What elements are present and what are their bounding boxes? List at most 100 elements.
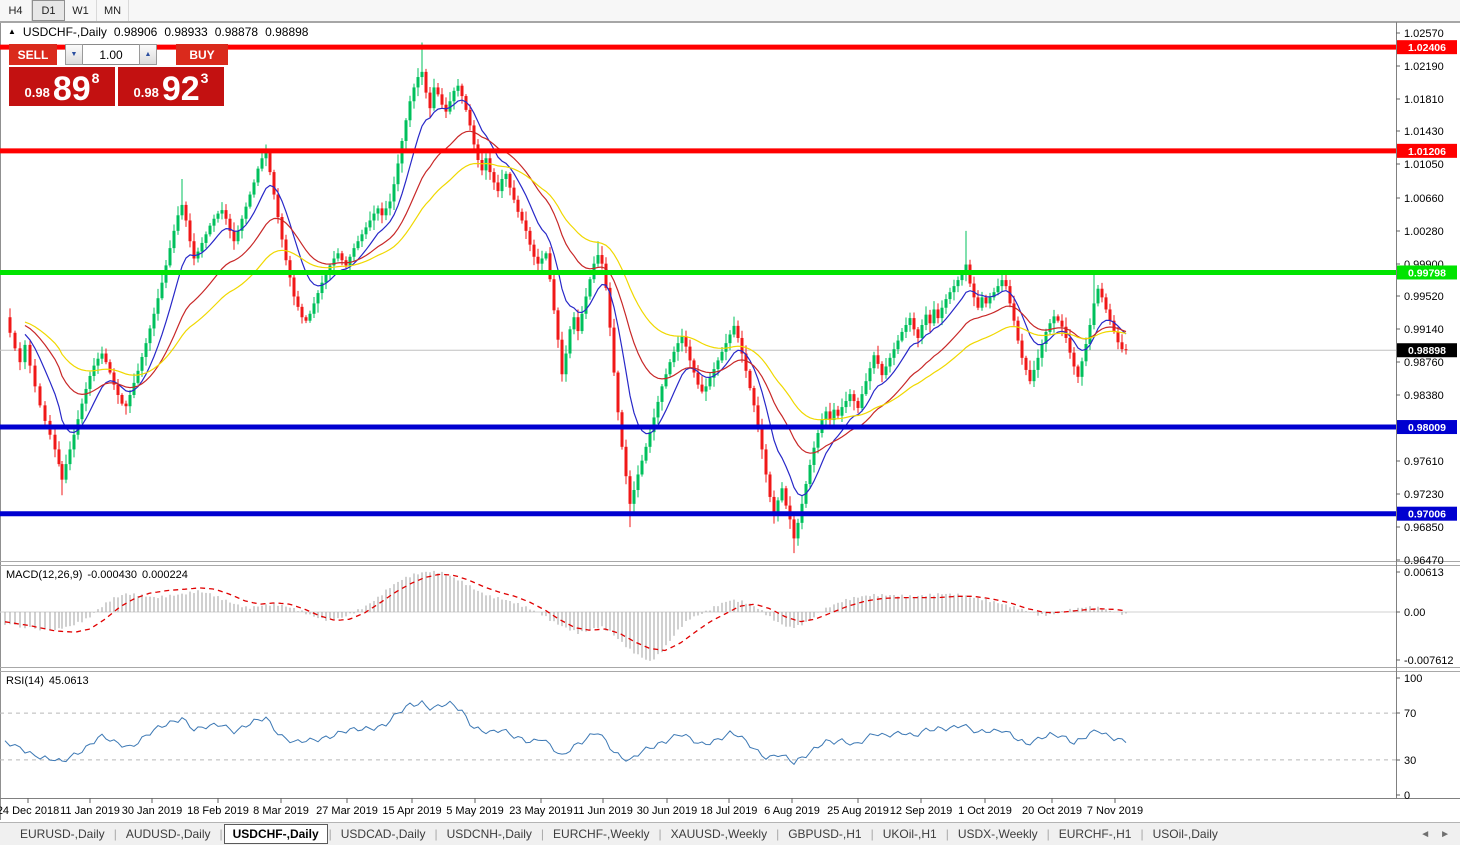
candle-body: [72, 434, 76, 450]
moving-average-slow: [24, 162, 1127, 421]
macd-indicator-label: MACD(12,26,9) -0.000430 0.000224: [6, 569, 188, 581]
candle-body: [664, 374, 668, 387]
chart-tab-ukoil-h1[interactable]: UKOil-,H1: [882, 827, 937, 841]
price-badge: [1397, 343, 1457, 358]
candle-body: [1044, 331, 1048, 345]
candle-body: [792, 519, 796, 539]
date-axis-label: 20 Oct 2019: [1022, 805, 1082, 817]
candle-body: [960, 274, 964, 281]
buy-price-prefix: 0.98: [133, 85, 159, 100]
candle-body: [424, 71, 428, 93]
candle-body: [932, 309, 936, 324]
candle-body: [144, 343, 148, 357]
candle-body: [256, 168, 260, 183]
candle-body: [108, 362, 112, 373]
collapse-panel-icon[interactable]: ▲: [8, 26, 16, 36]
tab-separator: |: [1140, 827, 1144, 841]
candle-body: [580, 313, 584, 332]
chart-tab-eurchf-weekly[interactable]: EURCHF-,Weekly: [553, 827, 650, 841]
chart-tab-usdcad-daily[interactable]: USDCAD-,Daily: [340, 827, 426, 841]
chart-tab-eurchf-h1[interactable]: EURCHF-,H1: [1058, 827, 1132, 841]
candle-body: [644, 446, 648, 461]
candle-body: [860, 394, 864, 408]
timeframe-tab-mn[interactable]: MN: [97, 0, 129, 21]
candle-body: [96, 358, 100, 366]
candle-body: [204, 234, 208, 243]
candle-body: [1000, 280, 1004, 287]
candle-body: [624, 446, 628, 477]
candle-body: [1100, 288, 1104, 298]
buy-quote-box[interactable]: 0.98 92 3: [118, 67, 224, 106]
candle-body: [864, 381, 868, 395]
timeframe-tab-w1[interactable]: W1: [65, 0, 97, 21]
chart-tab-eurusd-daily[interactable]: EURUSD-,Daily: [20, 827, 105, 841]
chart-tab-gbpusd-h1[interactable]: GBPUSD-,H1: [788, 827, 862, 841]
candle-body: [500, 179, 504, 192]
candle-body: [68, 449, 72, 465]
candle-body: [508, 173, 512, 188]
candle-body: [520, 211, 524, 221]
moving-average-fast: [24, 99, 1127, 497]
sell-button[interactable]: SELL: [9, 44, 57, 65]
candle-body: [228, 218, 232, 231]
candle-body: [732, 325, 736, 335]
candle-body: [876, 355, 880, 364]
candle-body: [332, 258, 336, 266]
price-badge: [1397, 143, 1457, 158]
candle-body: [132, 382, 136, 395]
candle-body: [648, 432, 652, 447]
candle-body: [840, 407, 844, 416]
candle-body: [504, 173, 508, 180]
candle-body: [880, 363, 884, 376]
macd-signal-line: [4, 573, 1126, 652]
moving-average-mid: [24, 130, 1127, 454]
date-axis-label: 18 Feb 2019: [187, 805, 249, 817]
chart-tab-usdx-weekly[interactable]: USDX-,Weekly: [957, 827, 1038, 841]
rsi-axis-label: 0: [1404, 790, 1410, 802]
price-badge-label: 0.97006: [1408, 509, 1446, 521]
candle-body: [320, 282, 324, 294]
chart-tab-usdcnh-daily[interactable]: USDCNH-,Daily: [446, 827, 532, 841]
volume-decrease-button[interactable]: ▼: [65, 44, 83, 65]
candle-body: [996, 286, 1000, 293]
chart-tab-usoil-daily[interactable]: USOil-,Daily: [1152, 827, 1218, 841]
candle-body: [956, 280, 960, 287]
chart-tab-usdchf-daily[interactable]: USDCHF-,Daily: [223, 824, 328, 844]
sell-quote-box[interactable]: 0.98 89 8: [9, 67, 115, 106]
timeframe-tab-d1[interactable]: D1: [32, 0, 65, 21]
candle-body: [176, 215, 180, 231]
chart-tab-xauusd-weekly[interactable]: XAUUSD-,Weekly: [670, 827, 768, 841]
candle-body: [708, 377, 712, 387]
tab-scroll-left-icon[interactable]: ◄: [1420, 828, 1431, 840]
candle-body: [572, 317, 576, 330]
chart-tab-audusd-daily[interactable]: AUDUSD-,Daily: [125, 827, 211, 841]
tab-scroll-right-icon[interactable]: ►: [1440, 828, 1450, 840]
volume-input[interactable]: 1.00: [83, 44, 139, 65]
candle-body: [784, 488, 788, 506]
candle-body: [388, 201, 392, 209]
candle-body: [216, 213, 220, 219]
candle-body: [232, 230, 236, 242]
candle-body: [936, 309, 940, 319]
candle-body: [564, 353, 568, 375]
candle-body: [808, 464, 812, 484]
timeframe-tab-h4[interactable]: H4: [0, 0, 32, 21]
candle-body: [1056, 316, 1060, 321]
candle-body: [608, 287, 612, 328]
price-axis-label: 0.97610: [1404, 456, 1444, 468]
buy-button[interactable]: BUY: [176, 44, 228, 65]
candle-body: [1124, 349, 1128, 351]
tab-separator: |: [658, 827, 662, 841]
candle-body: [152, 313, 156, 329]
volume-increase-button[interactable]: ▲: [139, 44, 157, 65]
candle-body: [512, 187, 516, 200]
candle-body: [1072, 352, 1076, 367]
candle-body: [420, 71, 424, 78]
candle-body: [364, 227, 368, 235]
chart-tabs-bar: EURUSD-,Daily | AUDUSD-,Daily | USDCHF-,Dail…: [0, 822, 1460, 845]
date-axis-label: 15 Apr 2019: [382, 805, 441, 817]
candle-body: [1016, 320, 1020, 341]
candle-body: [632, 490, 636, 504]
